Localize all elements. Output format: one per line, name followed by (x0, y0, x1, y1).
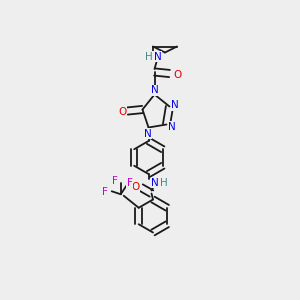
Text: F: F (102, 187, 108, 197)
Text: N: N (151, 178, 159, 188)
Text: H: H (160, 178, 167, 188)
Text: N: N (154, 52, 161, 61)
Text: O: O (131, 182, 139, 192)
Text: F: F (112, 176, 118, 186)
Text: N: N (151, 85, 159, 95)
Text: O: O (173, 70, 181, 80)
Text: F: F (127, 178, 133, 188)
Text: O: O (118, 107, 126, 117)
Text: H: H (145, 52, 152, 61)
Text: N: N (171, 100, 179, 110)
Text: N: N (144, 129, 152, 139)
Text: N: N (168, 122, 176, 132)
